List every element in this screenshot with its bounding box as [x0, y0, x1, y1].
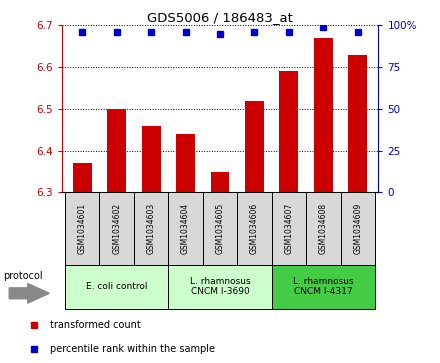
Text: L. rhamnosus
CNCM I-3690: L. rhamnosus CNCM I-3690: [190, 277, 250, 297]
Bar: [348, 55, 367, 192]
Bar: [271, 265, 375, 309]
Text: GSM1034603: GSM1034603: [147, 203, 156, 254]
Text: GSM1034607: GSM1034607: [284, 203, 293, 254]
Bar: [279, 72, 298, 192]
Bar: [176, 134, 195, 192]
Text: GSM1034602: GSM1034602: [112, 203, 121, 254]
FancyArrow shape: [9, 284, 49, 303]
Text: E. coli control: E. coli control: [86, 282, 147, 291]
Bar: [271, 192, 306, 265]
Bar: [237, 192, 271, 265]
Bar: [245, 101, 264, 192]
Bar: [65, 265, 169, 309]
Bar: [169, 265, 271, 309]
Text: L. rhamnosus
CNCM I-4317: L. rhamnosus CNCM I-4317: [293, 277, 354, 297]
Bar: [341, 192, 375, 265]
Text: percentile rank within the sample: percentile rank within the sample: [50, 344, 215, 354]
Text: GSM1034609: GSM1034609: [353, 203, 362, 254]
Bar: [203, 192, 237, 265]
Text: GSM1034604: GSM1034604: [181, 203, 190, 254]
Text: transformed count: transformed count: [50, 321, 140, 330]
Title: GDS5006 / 186483_at: GDS5006 / 186483_at: [147, 11, 293, 24]
Bar: [314, 38, 333, 192]
Text: protocol: protocol: [3, 271, 43, 281]
Bar: [99, 192, 134, 265]
Text: GSM1034605: GSM1034605: [216, 203, 224, 254]
Bar: [306, 192, 341, 265]
Text: GSM1034606: GSM1034606: [250, 203, 259, 254]
Text: GSM1034608: GSM1034608: [319, 203, 328, 254]
Text: GSM1034601: GSM1034601: [78, 203, 87, 254]
Bar: [169, 192, 203, 265]
Bar: [142, 126, 161, 192]
Bar: [65, 192, 99, 265]
Bar: [73, 163, 92, 192]
Bar: [134, 192, 169, 265]
Bar: [107, 109, 126, 192]
Bar: [210, 172, 230, 192]
